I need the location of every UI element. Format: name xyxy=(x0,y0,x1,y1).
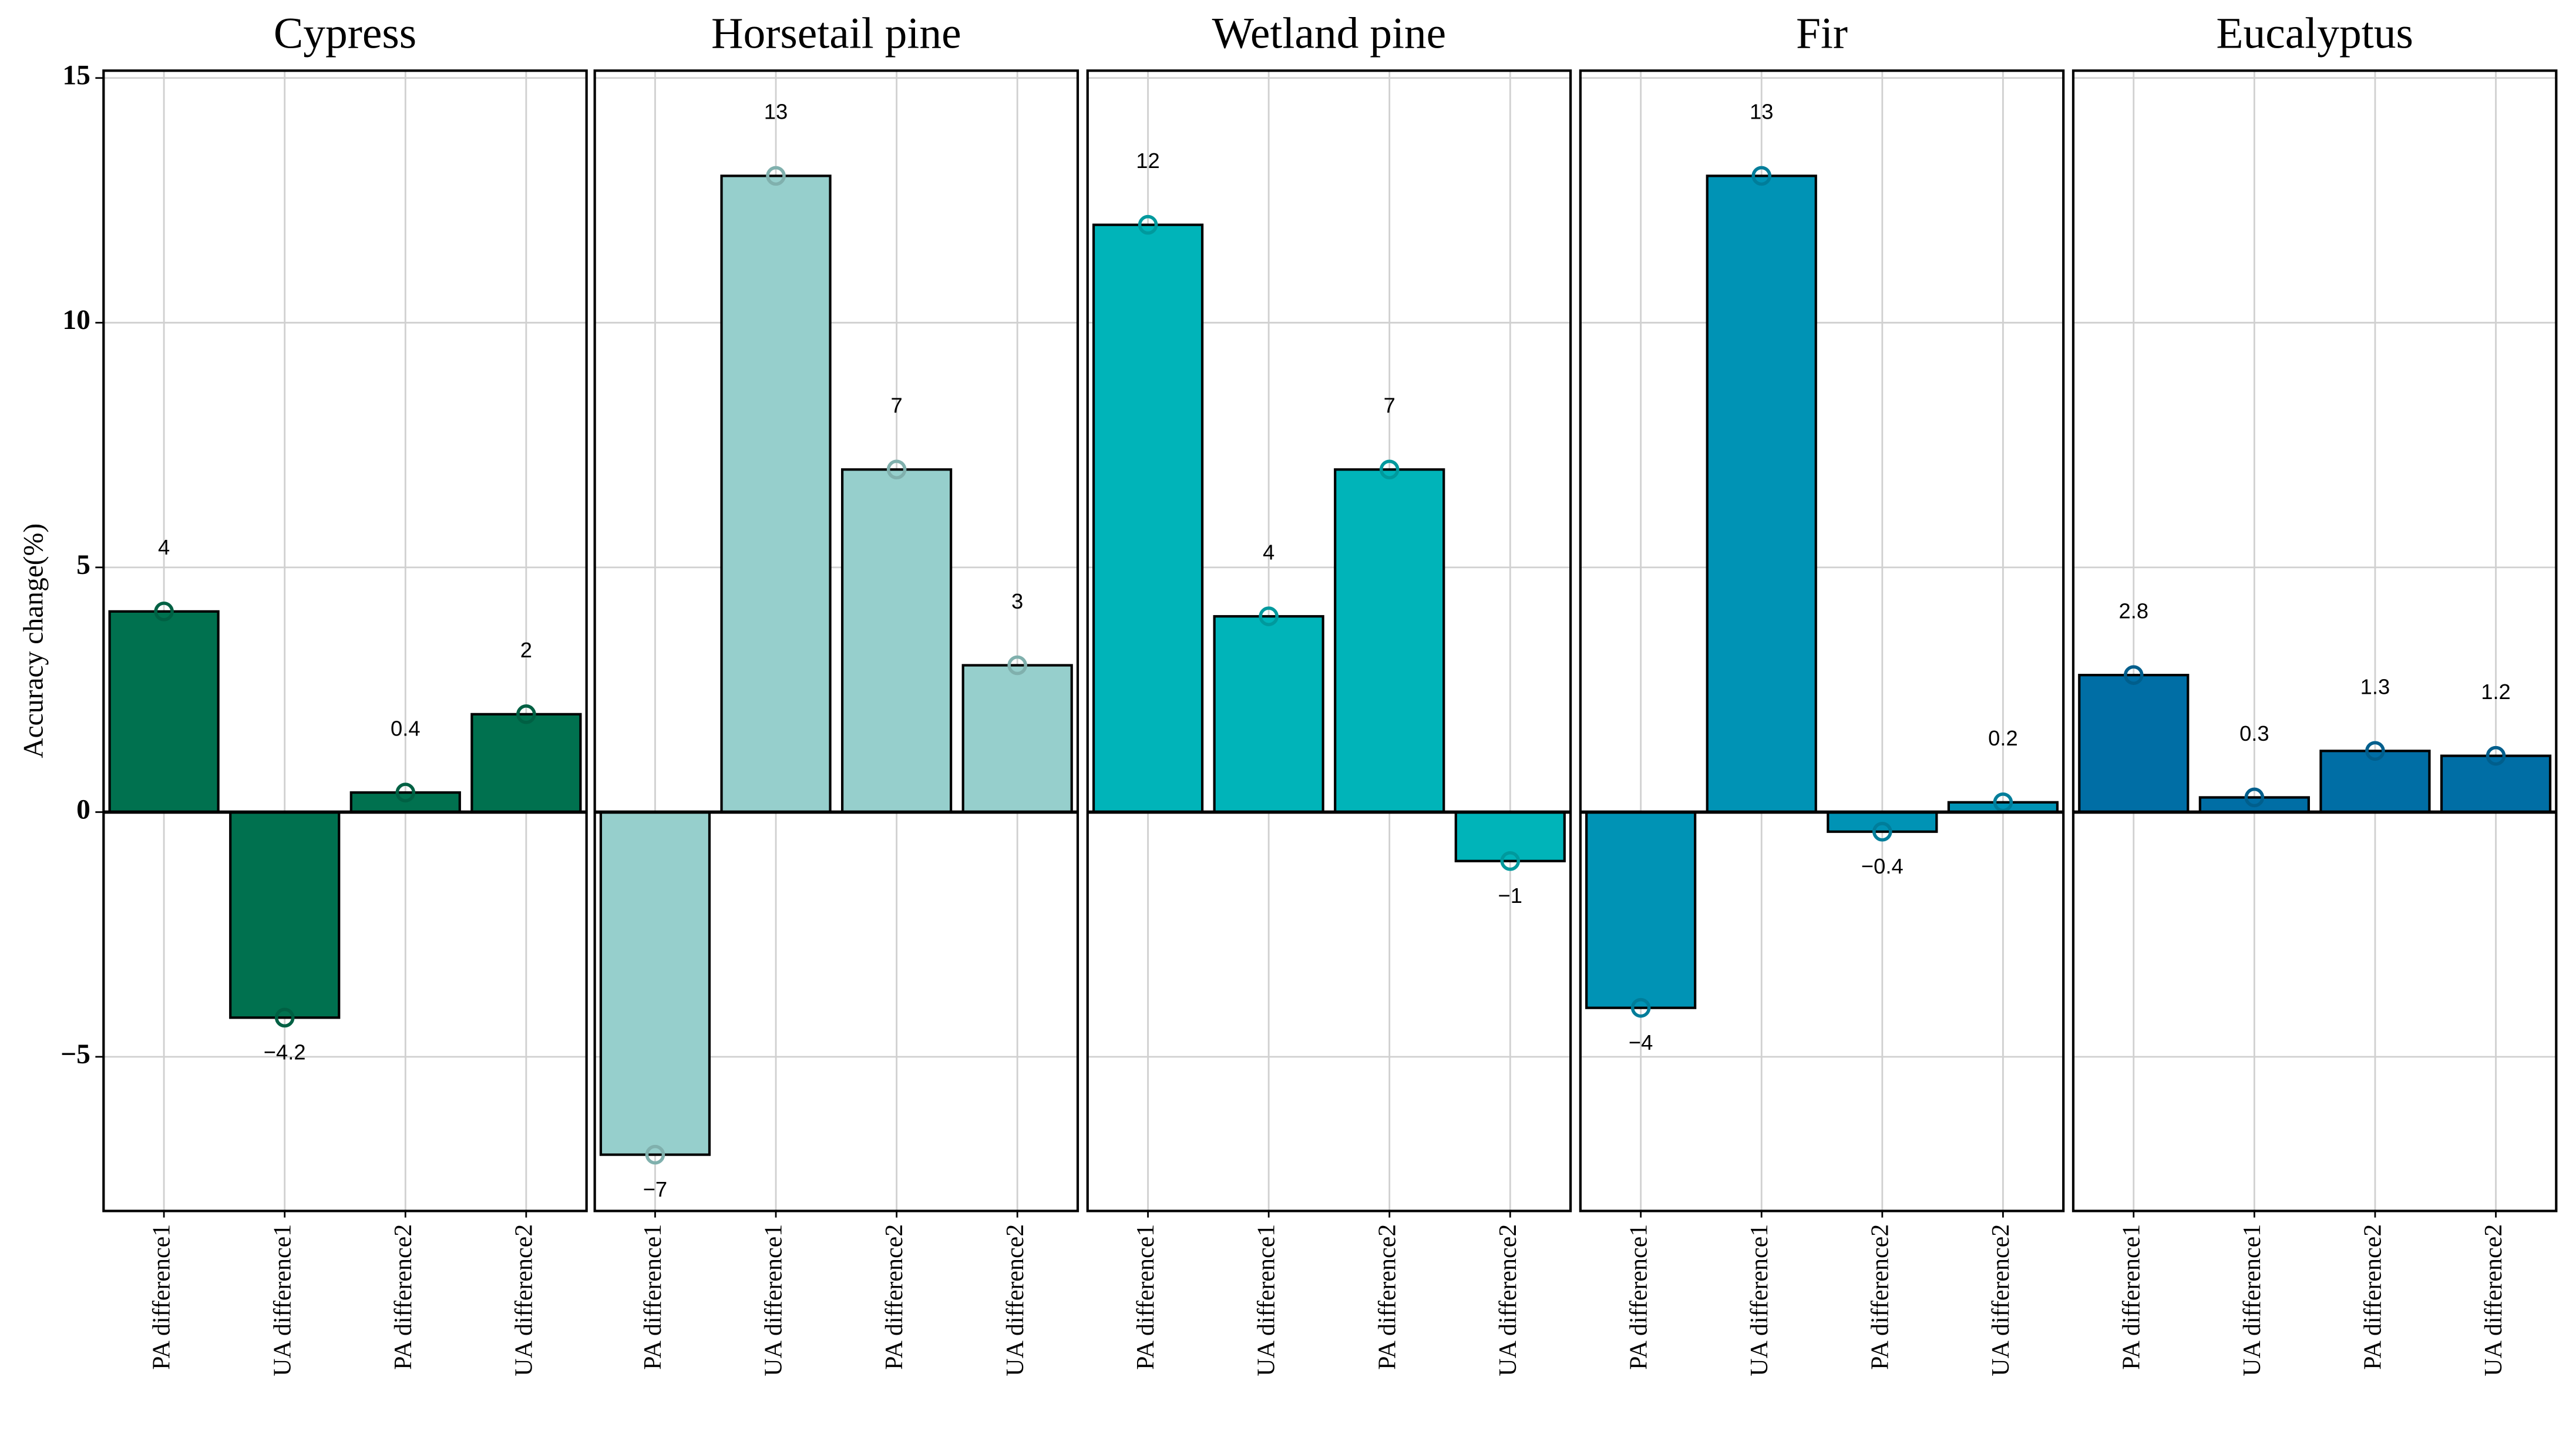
bar xyxy=(2078,674,2190,814)
x-tick-label: PA difference2 xyxy=(1867,1224,1894,1370)
bar xyxy=(961,664,1073,814)
bar xyxy=(1334,468,1445,814)
point-marker xyxy=(886,459,907,480)
bar xyxy=(108,610,220,814)
x-tick-label: PA difference1 xyxy=(149,1224,176,1370)
value-label: 1.2 xyxy=(2481,680,2511,704)
panel-title: Fir xyxy=(1796,9,1848,58)
x-tick-label: UA difference2 xyxy=(1988,1224,2015,1376)
panel-border xyxy=(1579,69,2065,1212)
point-marker xyxy=(2244,787,2265,808)
value-label: 13 xyxy=(1750,100,1773,124)
x-tick-label: PA difference2 xyxy=(881,1224,908,1370)
value-label: −4.2 xyxy=(264,1040,306,1064)
value-label: 7 xyxy=(1384,394,1395,418)
x-tick-label: PA difference2 xyxy=(2360,1224,2387,1370)
bar xyxy=(1092,223,1204,814)
bar xyxy=(1585,811,1697,1009)
value-label: 0.2 xyxy=(1988,726,2018,750)
point-marker xyxy=(154,602,174,622)
panel-border xyxy=(2071,69,2558,1212)
value-label: −1 xyxy=(1498,884,1522,908)
value-label: 1.3 xyxy=(2360,675,2390,699)
point-marker xyxy=(1379,459,1400,480)
point-marker xyxy=(1259,606,1279,626)
point-marker xyxy=(1630,997,1651,1018)
x-tick-label: UA difference1 xyxy=(269,1224,296,1376)
bar xyxy=(1706,174,1817,814)
x-tick-label: PA difference1 xyxy=(640,1224,667,1370)
value-label: −7 xyxy=(643,1177,667,1201)
y-tick-label: 10 xyxy=(62,305,90,335)
y-tick-label: 15 xyxy=(62,61,90,91)
point-marker xyxy=(2123,665,2144,685)
bar xyxy=(840,468,953,814)
value-label: 0.3 xyxy=(2239,721,2269,745)
y-axis-label: Accuracy change(%) xyxy=(19,523,49,758)
x-tick-label: UA difference1 xyxy=(2239,1224,2266,1376)
bar xyxy=(2319,750,2431,814)
y-tick-label: 5 xyxy=(76,550,90,580)
bar xyxy=(1213,615,1324,814)
x-tick-label: PA difference1 xyxy=(1625,1224,1652,1370)
point-marker xyxy=(1751,166,1772,186)
value-label: −4 xyxy=(1629,1030,1653,1054)
point-marker xyxy=(395,782,416,802)
point-marker xyxy=(645,1144,665,1165)
y-tick-label: 0 xyxy=(76,794,90,825)
x-tick-label: UA difference2 xyxy=(1495,1224,1522,1376)
value-label: 12 xyxy=(1136,149,1159,173)
point-marker xyxy=(274,1007,295,1028)
panel-title: Wetland pine xyxy=(1212,9,1447,58)
x-tick-label: PA difference2 xyxy=(390,1224,417,1370)
value-label: 7 xyxy=(890,394,902,418)
panel-border xyxy=(593,69,1080,1212)
x-tick-label: UA difference1 xyxy=(761,1224,788,1376)
x-tick-label: UA difference2 xyxy=(2480,1224,2507,1376)
value-label: 2.8 xyxy=(2119,599,2149,623)
bar xyxy=(720,174,832,814)
value-label: 3 xyxy=(1011,589,1023,613)
x-tick-label: UA difference2 xyxy=(510,1224,537,1376)
point-marker xyxy=(2486,745,2506,766)
x-tick-label: PA difference2 xyxy=(1374,1224,1401,1370)
bar xyxy=(470,713,582,814)
value-label: 0.4 xyxy=(391,716,421,740)
bar xyxy=(229,811,341,1019)
value-label: −0.4 xyxy=(1861,854,1904,878)
value-label: 4 xyxy=(1263,540,1274,565)
point-marker xyxy=(1500,851,1521,871)
value-label: 4 xyxy=(158,535,170,559)
panel-title: Cypress xyxy=(274,9,416,58)
x-tick-label: PA difference1 xyxy=(2118,1224,2145,1370)
x-tick-label: UA difference2 xyxy=(1002,1224,1029,1376)
point-marker xyxy=(2365,741,2385,761)
point-marker xyxy=(1138,214,1158,235)
y-tick-label: −5 xyxy=(60,1039,90,1070)
x-tick-label: UA difference1 xyxy=(1253,1224,1280,1376)
panel-title: Eucalyptus xyxy=(2216,9,2413,58)
panel-border xyxy=(102,69,588,1212)
value-label: 13 xyxy=(764,100,788,124)
point-marker xyxy=(766,166,786,186)
panel-title: Horsetail pine xyxy=(711,9,961,58)
point-marker xyxy=(516,704,536,724)
x-tick-label: PA difference1 xyxy=(1132,1224,1159,1370)
x-tick-label: UA difference1 xyxy=(1746,1224,1773,1376)
value-label: 2 xyxy=(520,638,532,662)
point-marker xyxy=(1007,655,1027,676)
bar xyxy=(599,811,711,1156)
panel-border xyxy=(1086,69,1572,1212)
point-marker xyxy=(1872,821,1892,842)
